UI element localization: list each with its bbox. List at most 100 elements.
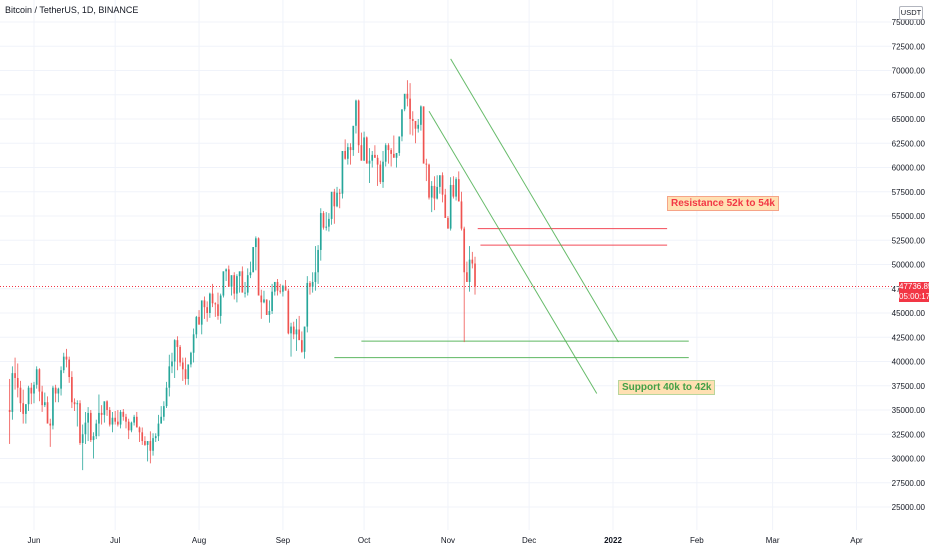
candle bbox=[406, 80, 409, 107]
candle-body bbox=[336, 192, 338, 207]
candle bbox=[179, 345, 181, 367]
candle-body bbox=[135, 416, 138, 428]
candle bbox=[49, 418, 52, 447]
currency-button[interactable]: USDT bbox=[899, 6, 923, 20]
trendline bbox=[428, 110, 598, 394]
candle-body bbox=[379, 164, 382, 183]
candle-body bbox=[163, 406, 165, 417]
candle-body bbox=[292, 326, 295, 335]
candle bbox=[322, 211, 325, 230]
last-price-tag: 47736.85 bbox=[899, 282, 932, 292]
candle-body bbox=[46, 402, 49, 424]
candle-body bbox=[460, 201, 463, 229]
candle-body bbox=[341, 151, 344, 194]
candle bbox=[187, 364, 190, 385]
candle-body bbox=[333, 191, 336, 207]
candle-body bbox=[184, 369, 187, 379]
candle-body bbox=[68, 359, 71, 378]
candle-body bbox=[422, 106, 425, 164]
y-tick-label: 57500.00 bbox=[892, 188, 926, 197]
resistance-annotation[interactable]: Resistance 52k to 54k bbox=[667, 196, 779, 211]
candle-body bbox=[119, 411, 122, 425]
candle bbox=[22, 389, 25, 424]
y-tick-label: 55000.00 bbox=[892, 212, 926, 221]
candle-body bbox=[295, 329, 298, 335]
candle bbox=[279, 283, 282, 294]
candle bbox=[333, 188, 336, 224]
candle-body bbox=[311, 281, 314, 287]
candle-body bbox=[387, 145, 390, 151]
x-tick-label: Aug bbox=[192, 536, 206, 545]
candle bbox=[244, 281, 246, 298]
candle-body bbox=[38, 369, 41, 392]
candle bbox=[246, 268, 249, 296]
x-tick-label: Feb bbox=[690, 536, 704, 545]
candle-body bbox=[246, 275, 249, 293]
candle-body bbox=[214, 303, 217, 305]
candle-body bbox=[100, 412, 103, 415]
candle bbox=[192, 328, 195, 363]
candle bbox=[133, 414, 135, 426]
candle bbox=[127, 418, 130, 440]
candle bbox=[200, 300, 203, 335]
candle-body bbox=[260, 295, 263, 303]
support-annotation[interactable]: Support 40k to 42k bbox=[618, 380, 716, 395]
x-tick-label: Dec bbox=[522, 536, 536, 545]
candle bbox=[43, 392, 46, 408]
candle bbox=[382, 151, 384, 188]
y-tick-label: 40000.00 bbox=[892, 358, 926, 367]
candle bbox=[114, 410, 117, 425]
candle bbox=[41, 385, 43, 412]
candle bbox=[149, 431, 152, 464]
y-tick-label: 60000.00 bbox=[892, 164, 926, 173]
candle-body bbox=[455, 179, 457, 197]
candle bbox=[457, 171, 460, 202]
candle bbox=[146, 441, 149, 462]
candle-body bbox=[114, 417, 117, 422]
candle bbox=[428, 163, 430, 200]
candle bbox=[171, 352, 173, 374]
candle bbox=[163, 401, 165, 421]
candle-body bbox=[265, 299, 268, 315]
candle-body bbox=[149, 441, 152, 451]
candle bbox=[79, 400, 81, 445]
candle-body bbox=[393, 153, 395, 158]
candle bbox=[35, 366, 38, 389]
candle-body bbox=[352, 125, 355, 151]
candle-body bbox=[168, 366, 171, 388]
candle bbox=[103, 401, 106, 423]
candle bbox=[157, 414, 160, 442]
candle-body bbox=[257, 238, 260, 296]
candle bbox=[211, 283, 214, 308]
candle bbox=[108, 407, 111, 427]
candle bbox=[154, 433, 157, 443]
candle bbox=[81, 424, 84, 471]
candle bbox=[57, 387, 60, 403]
candle bbox=[430, 181, 433, 213]
candle-body bbox=[49, 423, 52, 426]
candle bbox=[365, 136, 368, 164]
candle bbox=[27, 385, 30, 411]
candle-body bbox=[298, 329, 300, 341]
candle bbox=[16, 363, 19, 398]
candle bbox=[387, 143, 390, 164]
candle-body bbox=[130, 422, 133, 431]
candle bbox=[89, 410, 92, 443]
candle bbox=[236, 274, 238, 303]
candle-body bbox=[222, 271, 225, 296]
candle-body bbox=[430, 185, 433, 198]
candle-body bbox=[374, 154, 376, 158]
candle-body bbox=[425, 163, 428, 165]
candle-body bbox=[211, 293, 214, 304]
candle bbox=[401, 109, 403, 142]
candle bbox=[349, 143, 352, 165]
candle-body bbox=[117, 421, 119, 425]
candle bbox=[214, 302, 217, 317]
candle bbox=[225, 268, 227, 281]
candle bbox=[344, 139, 346, 160]
candle-body bbox=[328, 218, 330, 227]
candle-body bbox=[282, 285, 284, 292]
candle-body bbox=[103, 401, 106, 415]
candle bbox=[106, 400, 108, 416]
